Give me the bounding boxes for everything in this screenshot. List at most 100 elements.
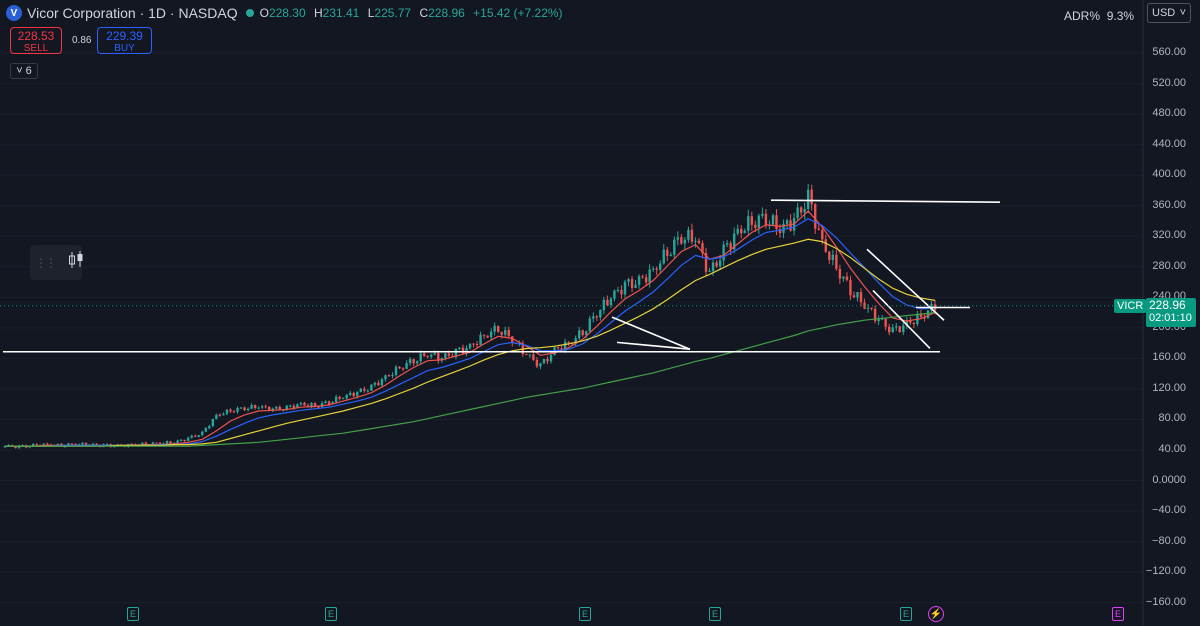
candle-body: [912, 322, 916, 325]
candle-body: [35, 444, 38, 446]
candle-body: [806, 189, 810, 210]
candle-body: [313, 403, 317, 407]
candle-body: [750, 216, 754, 225]
earnings-marker[interactable]: E: [900, 607, 912, 621]
candle-body: [278, 407, 281, 410]
candle-body: [225, 409, 229, 414]
candle-body: [398, 366, 401, 369]
candle-body: [651, 268, 655, 270]
candle-body: [320, 403, 324, 407]
candle-body: [595, 316, 599, 318]
candle-body: [42, 443, 45, 447]
candle-body: [359, 388, 362, 392]
candle-body: [761, 213, 764, 216]
candle-body: [387, 375, 391, 377]
candle-body: [264, 406, 267, 408]
candle-body: [782, 223, 785, 233]
candle-body: [898, 326, 901, 333]
candle-body: [722, 244, 725, 261]
symbol-title[interactable]: Vicor Corporation · 1D · NASDAQ: [27, 5, 238, 21]
indicators-toggle[interactable]: ˅ 6: [10, 63, 38, 79]
candle-body: [56, 443, 60, 446]
candle-body: [740, 228, 743, 234]
price-axis-tick: 0.0000: [1152, 473, 1186, 486]
candle-body: [606, 299, 609, 306]
candle-body: [666, 249, 669, 256]
candle-body: [218, 414, 222, 416]
floating-drawing-toolbar[interactable]: ⋮⋮: [30, 245, 85, 280]
price-axis-tick: −160.00: [1145, 595, 1186, 608]
candle-body: [919, 313, 923, 318]
candle-body: [426, 355, 429, 357]
currency-select[interactable]: USD ˅: [1147, 3, 1191, 23]
price-axis-tick: 160.00: [1152, 351, 1186, 364]
future-earnings-marker[interactable]: E: [1112, 607, 1124, 621]
candle-body: [197, 435, 200, 437]
candle-body: [489, 331, 493, 338]
candle-body: [465, 348, 468, 354]
sell-label: SELL: [23, 43, 49, 54]
candle-body: [169, 441, 172, 444]
sma200-line: [5, 312, 936, 447]
candle-body: [356, 391, 359, 397]
candle-body: [229, 409, 232, 412]
sell-price: 228.53: [17, 29, 55, 43]
drag-handle-icon[interactable]: ⋮⋮: [35, 255, 57, 270]
candle-body: [482, 334, 486, 336]
adr-value: 9.3%: [1106, 9, 1135, 23]
candle-body: [549, 355, 553, 362]
candle-body: [444, 353, 447, 358]
candle-body: [799, 207, 803, 213]
candle-body: [680, 237, 683, 244]
candle-body: [496, 325, 500, 332]
candle-body: [419, 353, 422, 362]
candle-body: [334, 396, 338, 403]
candle-body: [430, 354, 433, 357]
sell-button[interactable]: 228.53 SELL: [10, 27, 62, 54]
candle-body: [74, 444, 77, 446]
buy-price: 229.39: [106, 29, 143, 43]
candle-body: [257, 407, 260, 409]
candle-body: [729, 243, 732, 250]
candle-body: [532, 354, 535, 360]
lightning-icon[interactable]: ⚡: [928, 606, 944, 622]
chevron-down-icon: ˅: [1179, 7, 1186, 19]
candle-body: [535, 359, 539, 367]
candle-body: [408, 359, 412, 364]
candles-tool-icon[interactable]: [67, 250, 85, 275]
candle-body: [447, 353, 451, 356]
candle-body: [14, 446, 17, 449]
candle-body: [405, 363, 408, 369]
earnings-marker[interactable]: E: [579, 607, 591, 621]
price-axis-tick: 80.00: [1158, 412, 1186, 425]
spread-value: 0.86: [72, 35, 92, 46]
candle-body: [327, 401, 331, 405]
candle-body: [789, 220, 792, 231]
candle-body: [708, 270, 711, 272]
candle-body: [380, 379, 384, 386]
bar-countdown: 02:01:10: [1149, 312, 1192, 324]
candle-body: [208, 426, 211, 429]
candle-body: [803, 209, 806, 213]
buy-label: BUY: [114, 43, 135, 54]
candle-body: [838, 268, 842, 279]
price-axis-tick: 40.00: [1158, 442, 1186, 455]
buy-button[interactable]: 229.39 BUY: [97, 27, 152, 54]
candle-body: [620, 290, 623, 295]
trendline-drawings: [3, 199, 1001, 353]
earnings-marker[interactable]: E: [325, 607, 337, 621]
candle-body: [70, 443, 74, 445]
candle-body: [842, 276, 845, 279]
earnings-marker[interactable]: E: [127, 607, 139, 621]
price-axis-tick: −120.00: [1145, 565, 1186, 578]
earnings-marker[interactable]: E: [709, 607, 721, 621]
candle-body: [810, 189, 813, 205]
candle-body: [423, 353, 426, 356]
candle-body: [599, 310, 602, 318]
high-label: H: [313, 6, 323, 20]
candle-body: [659, 263, 662, 270]
open-value: 228.30: [268, 6, 306, 20]
candle-body: [352, 392, 355, 397]
price-axis-tick: 520.00: [1152, 76, 1186, 89]
